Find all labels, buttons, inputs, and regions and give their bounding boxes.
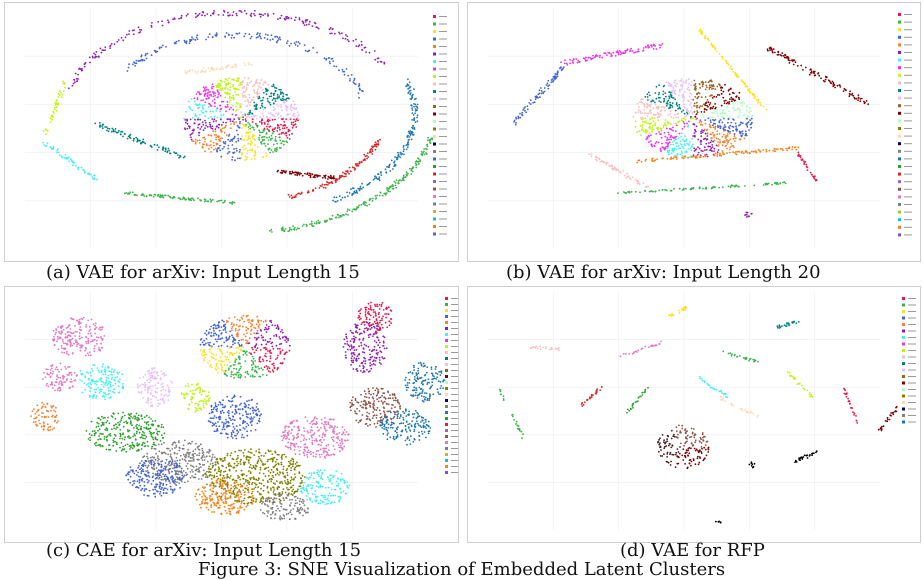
panel-b-scatter [468,3,920,261]
panel-b-caption: (b) VAE for arXiv: Input Length 20 [506,262,821,283]
panel-d-plot [467,286,921,543]
panel-a-caption: (a) VAE for arXiv: Input Length 15 [46,262,360,283]
panel-a-scatter [5,3,458,261]
panel-a-plot [4,2,459,262]
panel-b-plot [467,2,921,262]
panel-d-scatter [468,287,920,542]
panel-c-caption: (c) CAE for arXiv: Input Length 15 [46,540,361,561]
panel-c-plot [4,286,459,543]
figure-caption: Figure 3: SNE Visualization of Embedded … [0,559,923,580]
panel-c-scatter [5,287,458,542]
panel-d-caption: (d) VAE for RFP [620,540,765,561]
